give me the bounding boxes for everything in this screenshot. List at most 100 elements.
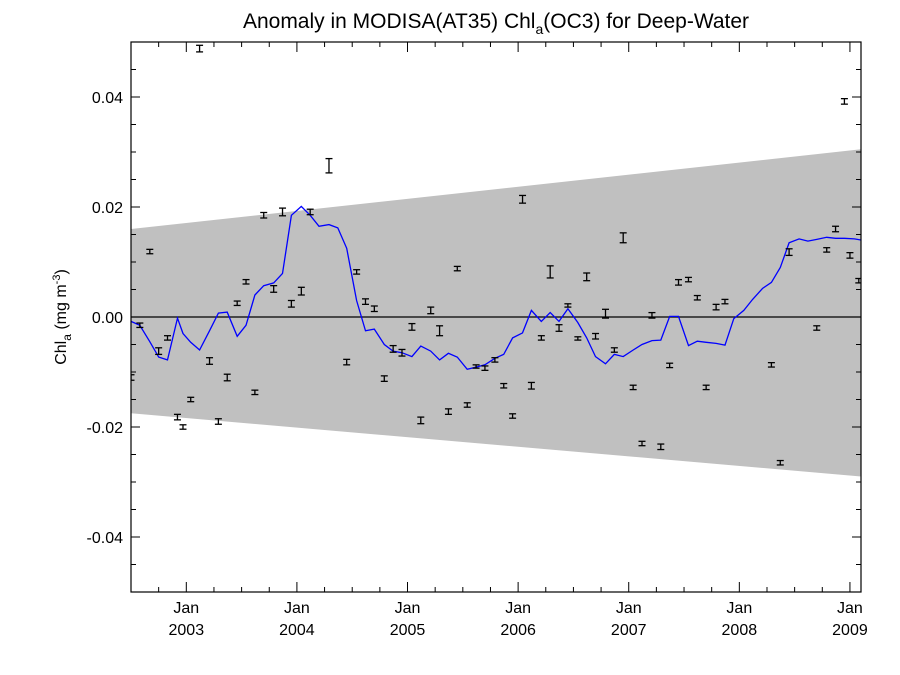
x-tick-month-label: Jan	[616, 600, 642, 617]
error-bar-point	[527, 381, 535, 390]
error-bar-point	[546, 265, 554, 279]
error-bar-point	[702, 384, 710, 391]
error-bar-point	[306, 208, 314, 216]
error-bar-point	[370, 305, 378, 313]
error-bar-point	[463, 402, 471, 408]
error-bar-point	[509, 413, 517, 419]
y-tick-label: 0.00	[92, 310, 123, 327]
error-bar-point	[602, 308, 609, 319]
error-bar-point	[187, 396, 195, 403]
error-bar-point	[629, 384, 637, 391]
error-bar-point	[619, 232, 627, 244]
error-bar-point	[610, 347, 618, 353]
error-bar-point	[472, 364, 480, 369]
error-bar-point	[136, 322, 144, 329]
x-tick-month-label: Jan	[284, 600, 310, 617]
y-tick-label: 0.02	[92, 200, 123, 217]
error-bar-point	[767, 361, 775, 368]
error-bar-point	[233, 300, 241, 307]
error-bar-point	[214, 418, 222, 425]
error-bar-point	[408, 322, 416, 331]
x-tick-month-label: Jan	[837, 600, 863, 617]
error-bar-point	[242, 278, 250, 285]
error-bar-point	[325, 157, 333, 174]
y-axis-label-subscript: a	[60, 334, 74, 341]
error-bar-point	[846, 251, 854, 259]
x-tick-year-label: 2007	[611, 622, 647, 639]
error-bar-point	[638, 440, 646, 447]
x-tick-year-label: 2006	[500, 622, 536, 639]
x-tick-year-label: 2004	[279, 622, 315, 639]
error-bar-point	[583, 272, 591, 282]
error-bar-point	[832, 225, 840, 233]
error-bar-point	[823, 247, 831, 253]
error-bar-point	[666, 362, 674, 369]
x-tick-month-label: Jan	[395, 600, 421, 617]
error-bar-point	[287, 299, 295, 308]
error-bar-point	[361, 298, 369, 306]
error-bar-point	[693, 294, 701, 301]
error-bar-point	[684, 276, 692, 283]
error-bar-point	[380, 375, 388, 383]
plot-clip-group	[131, 44, 861, 477]
x-tick-month-label: Jan	[173, 600, 199, 617]
error-bar-point	[555, 324, 563, 332]
chart-title-main: Anomaly in MODISA(AT35) Chl	[243, 10, 536, 33]
x-tick-year-label: 2008	[722, 622, 758, 639]
error-bar-point	[592, 332, 600, 340]
y-axis-label: Chla (mg m-3)	[51, 269, 74, 365]
x-tick-month-label: Jan	[505, 600, 531, 617]
error-bar-point	[179, 424, 187, 430]
error-bar-point	[648, 311, 656, 319]
error-bar-point	[251, 389, 259, 396]
y-axis-label-units-close: )	[53, 269, 70, 274]
error-bar-point	[436, 325, 444, 337]
error-bar-point	[500, 382, 508, 389]
x-tick-year-label: 2005	[390, 622, 426, 639]
y-tick-label: 0.04	[92, 90, 123, 107]
error-bar-point	[537, 335, 545, 341]
error-bar-point	[491, 357, 499, 363]
error-bar-point	[389, 344, 397, 353]
error-bar-point	[564, 303, 572, 308]
y-axis-label-main: Chl	[53, 341, 70, 365]
error-bar-point	[840, 98, 848, 105]
error-bar-point	[297, 286, 305, 296]
error-bar-point	[164, 335, 171, 341]
y-axis-label-units: (mg m	[53, 284, 70, 334]
error-bar-point	[675, 278, 682, 286]
chart-title-suffix: (OC3) for Deep-Water	[543, 10, 749, 33]
y-tick-label: -0.04	[87, 530, 124, 547]
error-bar-point	[417, 416, 425, 425]
error-bar-point	[427, 306, 435, 315]
x-tick-year-label: 2003	[169, 622, 205, 639]
error-bar-point	[481, 365, 489, 372]
error-bar-point	[206, 357, 214, 365]
error-bar-point	[196, 44, 204, 53]
error-bar-point	[343, 358, 351, 366]
variability-band	[131, 149, 861, 477]
y-axis-label-superscript: -3	[51, 275, 63, 285]
error-bar-point	[721, 298, 729, 305]
error-bar-point	[657, 443, 665, 451]
error-bar-point	[574, 336, 582, 341]
error-bar-point	[785, 248, 793, 257]
chart-title-subscript: a	[535, 21, 543, 37]
chart-title: Anomaly in MODISA(AT35) Chla(OC3) for De…	[243, 10, 749, 37]
x-tick-month-label: Jan	[726, 600, 752, 617]
error-bar-point	[279, 207, 287, 217]
y-tick-label: -0.02	[87, 420, 124, 437]
error-bar-point	[131, 374, 135, 381]
error-bar-point	[155, 347, 163, 356]
error-bar-point	[223, 373, 231, 382]
error-bar-point	[519, 194, 527, 204]
error-bar-point	[813, 325, 821, 331]
error-bar-point	[173, 413, 181, 421]
error-bar-point	[260, 211, 268, 219]
error-bar-point	[444, 408, 452, 416]
error-bar-point	[453, 265, 461, 272]
error-bar-point	[855, 277, 861, 284]
error-bar-point	[270, 284, 278, 293]
error-bar-point	[146, 248, 154, 255]
